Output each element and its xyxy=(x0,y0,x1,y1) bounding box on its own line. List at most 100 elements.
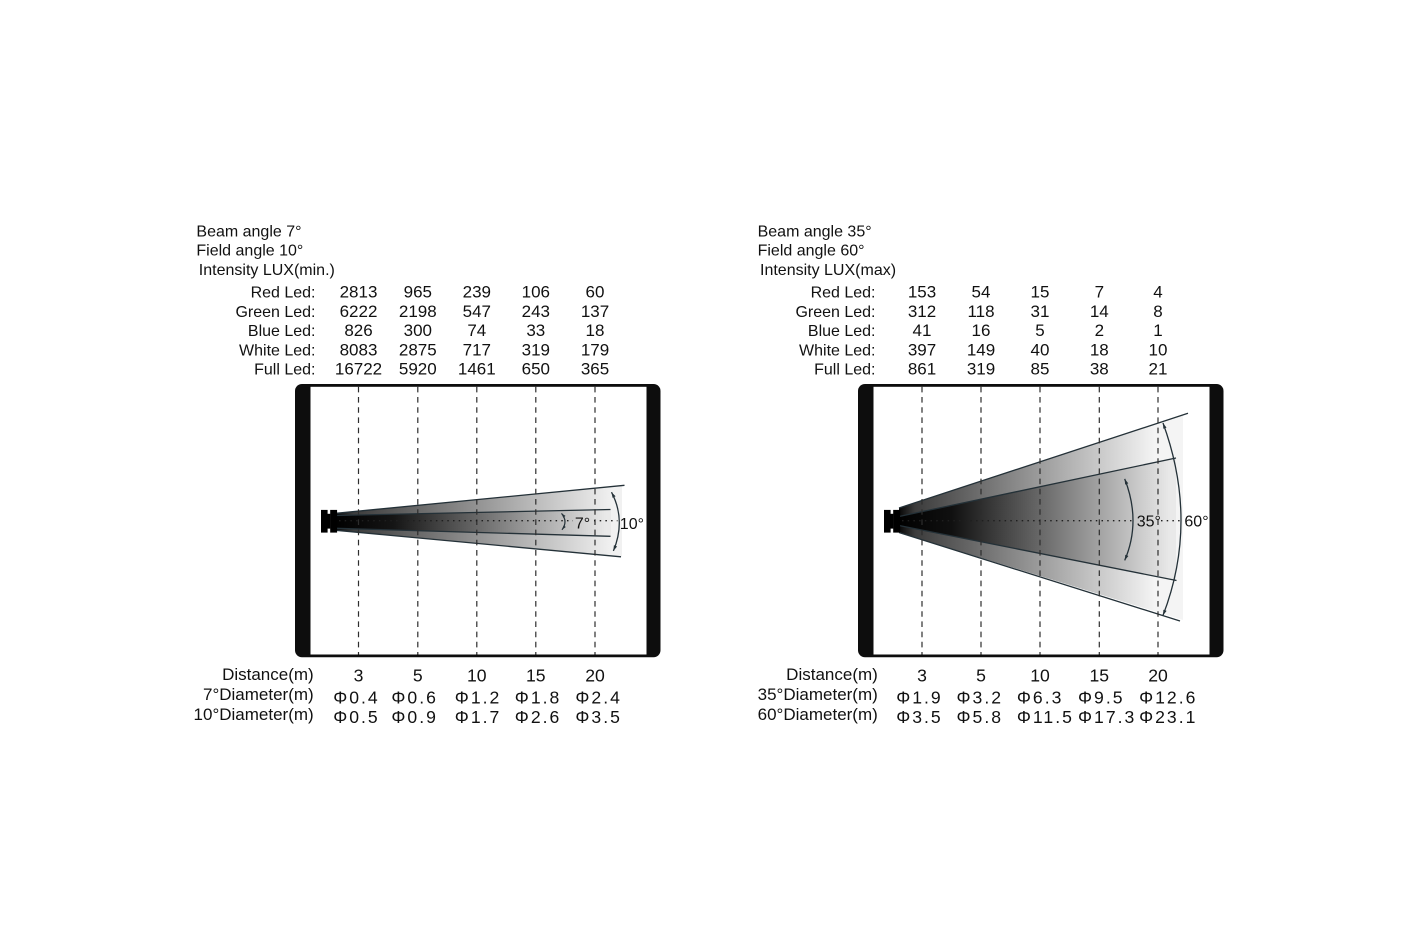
svg-text:Φ1.7: Φ1.7 xyxy=(455,707,502,727)
svg-text:Intensity LUX(min.): Intensity LUX(min.) xyxy=(199,262,335,279)
svg-text:137: 137 xyxy=(581,302,609,321)
svg-text:10°: 10° xyxy=(620,516,644,533)
svg-text:5: 5 xyxy=(413,666,423,686)
svg-text:Φ3.2: Φ3.2 xyxy=(957,687,1004,707)
svg-text:35°Diameter(m): 35°Diameter(m) xyxy=(758,685,878,704)
svg-text:21: 21 xyxy=(1149,360,1168,379)
svg-text:Intensity LUX(max): Intensity LUX(max) xyxy=(760,262,896,279)
svg-text:365: 365 xyxy=(581,360,609,379)
svg-text:8083: 8083 xyxy=(340,340,378,359)
svg-text:547: 547 xyxy=(463,302,491,321)
svg-text:10: 10 xyxy=(467,666,487,686)
svg-text:3: 3 xyxy=(354,666,364,686)
svg-text:18: 18 xyxy=(586,321,605,340)
svg-text:Blue Led:: Blue Led: xyxy=(808,323,876,340)
svg-text:Beam angle 7°: Beam angle 7° xyxy=(196,223,301,240)
svg-text:Beam angle 35°: Beam angle 35° xyxy=(758,223,872,240)
svg-text:7: 7 xyxy=(1095,283,1104,302)
svg-text:2: 2 xyxy=(1095,321,1104,340)
svg-text:White Led:: White Led: xyxy=(799,342,875,359)
svg-text:Φ1.8: Φ1.8 xyxy=(515,687,562,707)
svg-text:Φ17.3: Φ17.3 xyxy=(1078,707,1136,727)
svg-text:Φ0.4: Φ0.4 xyxy=(333,687,380,707)
svg-text:41: 41 xyxy=(913,321,932,340)
svg-text:5920: 5920 xyxy=(399,360,437,379)
svg-text:Φ23.1: Φ23.1 xyxy=(1139,707,1197,727)
svg-text:826: 826 xyxy=(344,321,372,340)
svg-text:Φ5.8: Φ5.8 xyxy=(957,707,1004,727)
svg-text:15: 15 xyxy=(1031,283,1050,302)
svg-text:Φ0.5: Φ0.5 xyxy=(333,707,380,727)
svg-text:717: 717 xyxy=(463,340,491,359)
svg-text:10: 10 xyxy=(1030,666,1050,686)
svg-text:312: 312 xyxy=(908,302,936,321)
svg-text:239: 239 xyxy=(463,283,491,302)
svg-text:1461: 1461 xyxy=(458,360,496,379)
svg-text:40: 40 xyxy=(1031,340,1050,359)
svg-text:74: 74 xyxy=(467,321,486,340)
svg-text:6222: 6222 xyxy=(340,302,378,321)
svg-text:Blue Led:: Blue Led: xyxy=(248,323,316,340)
svg-text:Φ2.6: Φ2.6 xyxy=(515,707,562,727)
svg-text:14: 14 xyxy=(1090,302,1109,321)
svg-text:Red Led:: Red Led: xyxy=(811,285,876,302)
svg-text:54: 54 xyxy=(972,283,991,302)
svg-text:Φ12.6: Φ12.6 xyxy=(1139,687,1197,707)
svg-text:179: 179 xyxy=(581,340,609,359)
svg-text:16722: 16722 xyxy=(335,360,382,379)
svg-text:4: 4 xyxy=(1153,283,1162,302)
svg-text:153: 153 xyxy=(908,283,936,302)
svg-text:60°: 60° xyxy=(1184,513,1208,530)
svg-text:Field angle 60°: Field angle 60° xyxy=(758,243,865,260)
svg-text:15: 15 xyxy=(526,666,546,686)
svg-text:7°: 7° xyxy=(575,516,590,533)
svg-text:85: 85 xyxy=(1031,360,1050,379)
svg-text:Φ6.3: Φ6.3 xyxy=(1017,687,1064,707)
svg-text:2813: 2813 xyxy=(340,283,378,302)
svg-text:7°Diameter(m): 7°Diameter(m) xyxy=(203,685,314,704)
svg-text:149: 149 xyxy=(967,340,995,359)
svg-text:118: 118 xyxy=(967,302,994,321)
svg-text:31: 31 xyxy=(1031,302,1050,321)
svg-text:5: 5 xyxy=(1035,321,1044,340)
svg-text:33: 33 xyxy=(526,321,545,340)
svg-text:5: 5 xyxy=(976,666,986,686)
svg-text:Φ2.4: Φ2.4 xyxy=(575,687,622,707)
svg-text:Distance(m): Distance(m) xyxy=(222,665,314,684)
svg-text:Red Led:: Red Led: xyxy=(251,285,316,302)
svg-text:Green Led:: Green Led: xyxy=(235,304,315,321)
svg-text:Full Led:: Full Led: xyxy=(254,362,315,379)
svg-text:3: 3 xyxy=(917,666,927,686)
svg-text:20: 20 xyxy=(585,666,605,686)
svg-text:Φ1.2: Φ1.2 xyxy=(455,687,502,707)
svg-text:35°: 35° xyxy=(1137,513,1161,530)
svg-text:106: 106 xyxy=(522,283,550,302)
svg-text:8: 8 xyxy=(1153,302,1162,321)
svg-text:Φ0.9: Φ0.9 xyxy=(391,707,438,727)
svg-text:965: 965 xyxy=(404,283,432,302)
svg-text:Field angle 10°: Field angle 10° xyxy=(196,243,303,260)
svg-text:15: 15 xyxy=(1090,666,1110,686)
svg-text:300: 300 xyxy=(404,321,432,340)
svg-text:2198: 2198 xyxy=(399,302,437,321)
svg-text:White Led:: White Led: xyxy=(239,342,315,359)
svg-text:243: 243 xyxy=(522,302,550,321)
svg-text:1: 1 xyxy=(1153,321,1162,340)
svg-text:Φ11.5: Φ11.5 xyxy=(1017,707,1074,727)
svg-text:Φ0.6: Φ0.6 xyxy=(391,687,438,707)
svg-text:Φ1.9: Φ1.9 xyxy=(896,687,943,707)
svg-text:397: 397 xyxy=(908,340,936,359)
svg-text:10: 10 xyxy=(1149,340,1168,359)
svg-text:Φ3.5: Φ3.5 xyxy=(896,707,943,727)
svg-text:319: 319 xyxy=(522,340,550,359)
svg-text:38: 38 xyxy=(1090,360,1109,379)
svg-text:10°Diameter(m): 10°Diameter(m) xyxy=(194,705,314,724)
svg-text:2875: 2875 xyxy=(399,340,437,359)
svg-text:Green Led:: Green Led: xyxy=(795,304,875,321)
svg-text:20: 20 xyxy=(1148,666,1168,686)
svg-text:Distance(m): Distance(m) xyxy=(786,665,878,684)
svg-text:60: 60 xyxy=(586,283,605,302)
svg-text:319: 319 xyxy=(967,360,995,379)
svg-text:16: 16 xyxy=(972,321,991,340)
svg-text:Φ9.5: Φ9.5 xyxy=(1078,687,1125,707)
